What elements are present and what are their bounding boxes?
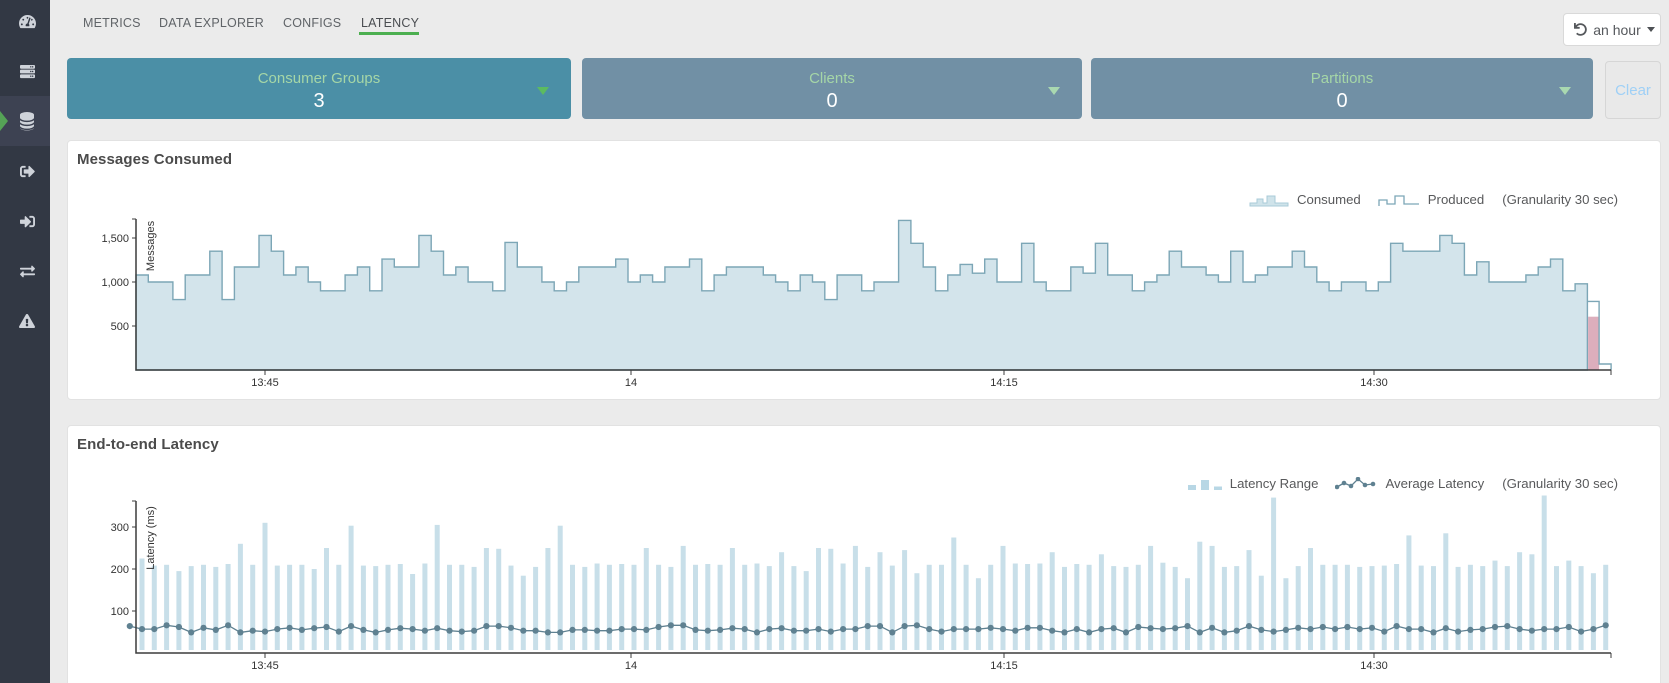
svg-text:13:45: 13:45 bbox=[251, 660, 279, 672]
svg-text:100: 100 bbox=[111, 606, 129, 618]
svg-text:200: 200 bbox=[111, 564, 129, 576]
svg-text:Latency (ms): Latency (ms) bbox=[145, 506, 157, 570]
svg-text:14: 14 bbox=[625, 377, 637, 389]
svg-text:Messages: Messages bbox=[145, 220, 157, 271]
svg-text:14:30: 14:30 bbox=[1360, 660, 1388, 672]
svg-text:500: 500 bbox=[111, 321, 129, 333]
svg-text:14: 14 bbox=[625, 660, 637, 672]
svg-text:1,000: 1,000 bbox=[101, 277, 129, 289]
svg-text:14:15: 14:15 bbox=[990, 660, 1018, 672]
svg-text:14:30: 14:30 bbox=[1360, 377, 1388, 389]
svg-text:13:45: 13:45 bbox=[251, 377, 279, 389]
svg-text:1,500: 1,500 bbox=[101, 233, 129, 245]
svg-text:14:15: 14:15 bbox=[990, 377, 1018, 389]
svg-text:300: 300 bbox=[111, 522, 129, 534]
